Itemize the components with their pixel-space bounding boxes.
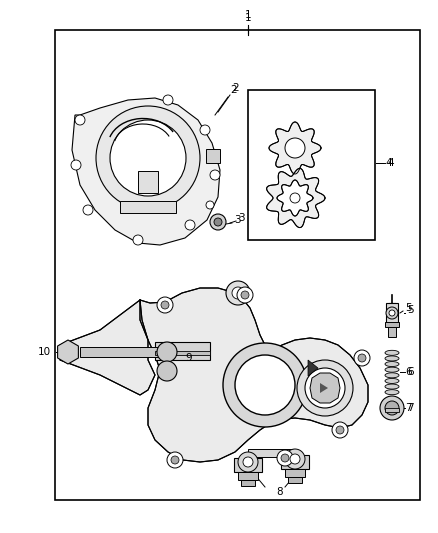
Ellipse shape: [385, 367, 399, 372]
Bar: [120, 201, 176, 213]
Text: 4: 4: [385, 158, 392, 168]
Text: 7: 7: [407, 403, 413, 413]
Circle shape: [133, 235, 143, 245]
Circle shape: [281, 454, 289, 462]
Circle shape: [185, 220, 195, 230]
Bar: [385, 408, 399, 412]
Circle shape: [223, 343, 307, 427]
Text: 1: 1: [245, 13, 251, 23]
Polygon shape: [58, 340, 78, 364]
Bar: [385, 322, 399, 327]
Bar: [234, 458, 262, 472]
Bar: [281, 455, 309, 469]
Ellipse shape: [385, 390, 399, 395]
Bar: [55, 30, 420, 500]
Circle shape: [171, 456, 179, 464]
Circle shape: [214, 218, 222, 226]
Text: 2: 2: [230, 85, 237, 95]
Circle shape: [71, 160, 81, 170]
Ellipse shape: [385, 361, 399, 367]
Circle shape: [157, 361, 177, 381]
Text: 9: 9: [185, 353, 192, 363]
Text: 6: 6: [405, 367, 412, 377]
Ellipse shape: [385, 378, 399, 383]
Polygon shape: [60, 300, 155, 395]
Circle shape: [235, 355, 295, 415]
Polygon shape: [320, 383, 328, 393]
Circle shape: [243, 457, 253, 467]
Polygon shape: [269, 122, 321, 174]
Text: 3: 3: [238, 213, 245, 223]
Bar: [155, 351, 210, 355]
Circle shape: [210, 214, 226, 230]
Polygon shape: [277, 180, 313, 216]
Circle shape: [277, 450, 293, 466]
Circle shape: [290, 454, 300, 464]
Polygon shape: [310, 373, 340, 403]
Text: 8: 8: [277, 487, 283, 497]
Text: 4: 4: [387, 158, 394, 168]
Text: 5: 5: [405, 303, 412, 313]
Polygon shape: [140, 288, 368, 462]
Circle shape: [385, 401, 399, 415]
Circle shape: [386, 307, 398, 319]
Circle shape: [241, 291, 249, 299]
Circle shape: [226, 281, 250, 305]
Bar: [288, 477, 302, 483]
Circle shape: [332, 422, 348, 438]
Text: 6: 6: [407, 367, 413, 377]
Ellipse shape: [385, 356, 399, 361]
Polygon shape: [72, 98, 220, 245]
Circle shape: [285, 449, 305, 469]
Circle shape: [358, 354, 366, 362]
Circle shape: [157, 342, 177, 362]
Text: 10: 10: [38, 347, 51, 357]
Bar: [386, 303, 398, 325]
Circle shape: [290, 193, 300, 203]
Bar: [248, 90, 375, 240]
Circle shape: [83, 205, 93, 215]
Circle shape: [75, 115, 85, 125]
Ellipse shape: [385, 384, 399, 389]
Circle shape: [167, 452, 183, 468]
Circle shape: [163, 95, 173, 105]
Circle shape: [389, 310, 395, 316]
Circle shape: [200, 125, 210, 135]
Text: 7: 7: [405, 403, 412, 413]
Circle shape: [285, 138, 305, 158]
Circle shape: [354, 350, 370, 366]
Bar: [248, 449, 295, 457]
Circle shape: [161, 301, 169, 309]
Circle shape: [336, 426, 344, 434]
Text: 5: 5: [407, 305, 413, 315]
Ellipse shape: [385, 373, 399, 378]
Circle shape: [210, 170, 220, 180]
Polygon shape: [267, 168, 325, 228]
Circle shape: [305, 368, 345, 408]
Bar: [285, 469, 305, 477]
Ellipse shape: [385, 350, 399, 356]
Polygon shape: [308, 360, 318, 376]
Circle shape: [380, 396, 404, 420]
Circle shape: [232, 287, 244, 299]
Circle shape: [238, 452, 258, 472]
Bar: [206, 149, 220, 163]
Bar: [238, 472, 258, 480]
Bar: [80, 347, 160, 357]
Circle shape: [96, 106, 200, 210]
Text: 1: 1: [245, 10, 251, 20]
Text: 2: 2: [232, 83, 239, 93]
Text: 3: 3: [234, 215, 240, 225]
Circle shape: [157, 297, 173, 313]
Circle shape: [206, 201, 214, 209]
Bar: [155, 342, 210, 360]
Bar: [138, 171, 158, 193]
Circle shape: [110, 120, 186, 196]
Bar: [388, 327, 396, 337]
Bar: [241, 480, 255, 486]
Circle shape: [237, 287, 253, 303]
Circle shape: [297, 360, 353, 416]
